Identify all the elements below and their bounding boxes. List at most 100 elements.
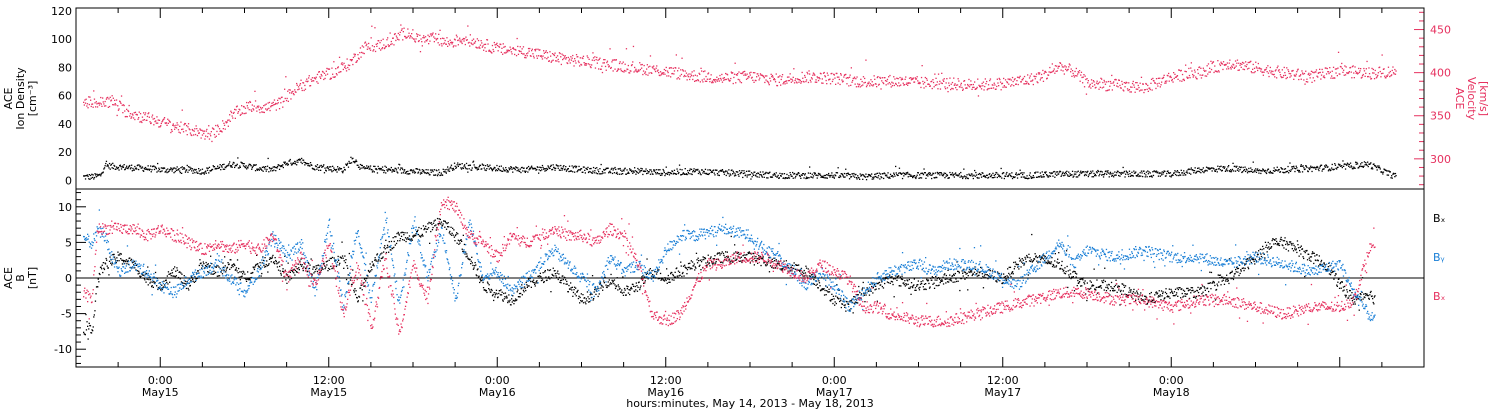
velocity-point <box>366 48 368 50</box>
velocity-point <box>1121 83 1124 85</box>
velocity-point <box>496 44 499 47</box>
bx-point <box>180 281 183 283</box>
velocity-point <box>226 121 228 123</box>
density-point <box>779 172 781 175</box>
density-point <box>1363 165 1365 167</box>
bx-point <box>325 266 327 268</box>
velocity-point <box>120 102 122 104</box>
velocity-point <box>175 124 177 126</box>
velocity-point <box>572 54 574 57</box>
density-point <box>394 167 396 169</box>
velocity-point <box>826 83 828 85</box>
density-point <box>1060 175 1062 177</box>
velocity-point <box>532 53 534 55</box>
bx-point <box>341 241 343 243</box>
density-point <box>831 176 834 178</box>
bx-point <box>447 222 449 224</box>
velocity-point <box>1015 83 1017 85</box>
velocity-point <box>862 84 864 86</box>
velocity-point <box>108 105 111 108</box>
bx-point <box>180 272 182 274</box>
velocity-point <box>372 50 374 52</box>
density-point <box>720 170 722 172</box>
velocity-point <box>697 80 700 82</box>
velocity-point <box>433 36 435 38</box>
density-point <box>488 168 490 170</box>
velocity-point <box>1379 70 1381 73</box>
bx-point <box>125 259 127 261</box>
velocity-point <box>1363 67 1365 70</box>
density-point <box>515 166 517 168</box>
density-point <box>299 159 302 161</box>
velocity-point <box>1167 75 1169 77</box>
velocity-point <box>858 84 860 86</box>
velocity-point <box>692 75 695 77</box>
bx-point <box>87 338 89 340</box>
density-point <box>1296 167 1298 169</box>
density-point <box>955 172 957 174</box>
density-point <box>1085 171 1087 173</box>
density-point <box>1011 177 1014 180</box>
velocity-point <box>532 55 535 57</box>
density-point <box>1001 173 1004 175</box>
density-point <box>519 170 521 173</box>
density-point <box>157 162 159 165</box>
density-point <box>1176 170 1179 172</box>
density-point <box>934 172 937 174</box>
density-point <box>100 173 102 175</box>
velocity-point <box>876 76 878 79</box>
density-point <box>940 172 942 174</box>
velocity-point <box>939 80 941 82</box>
velocity-point <box>509 46 511 48</box>
velocity-point <box>696 75 698 77</box>
density-point <box>252 165 254 168</box>
velocity-point <box>359 47 362 49</box>
density-point <box>1272 172 1274 174</box>
velocity-point <box>845 77 847 79</box>
velocity-point <box>1061 64 1063 66</box>
density-point <box>659 169 661 171</box>
density-point <box>189 168 192 170</box>
velocity-point <box>1239 64 1241 66</box>
density-point <box>781 173 783 175</box>
velocity-point <box>1236 59 1239 61</box>
velocity-point <box>765 79 767 81</box>
velocity-point <box>925 77 928 80</box>
density-point <box>946 174 949 177</box>
velocity-point <box>558 52 561 54</box>
velocity-point <box>1102 86 1105 88</box>
density-point <box>333 167 335 169</box>
density-point <box>1289 170 1292 172</box>
velocity-point <box>955 87 957 89</box>
velocity-point <box>1024 83 1026 85</box>
velocity-point <box>371 25 373 27</box>
velocity-point <box>752 79 754 81</box>
density-point <box>894 175 896 177</box>
velocity-point <box>1253 72 1255 74</box>
velocity-point <box>337 66 339 68</box>
density-point <box>616 171 618 174</box>
density-point <box>161 170 163 172</box>
velocity-point <box>375 43 377 45</box>
velocity-point <box>1276 77 1278 79</box>
density-point <box>1240 166 1242 168</box>
bx-point <box>456 232 458 234</box>
density-point <box>1132 175 1134 177</box>
velocity-point <box>620 70 622 72</box>
density-point <box>1238 166 1240 168</box>
velocity-point <box>776 85 779 87</box>
density-point <box>1387 170 1389 172</box>
density-point <box>540 167 542 169</box>
density-point <box>495 169 497 171</box>
density-point <box>1310 166 1313 169</box>
velocity-point <box>325 74 327 76</box>
density-point <box>684 168 686 170</box>
velocity-point <box>1090 87 1092 89</box>
velocity-point <box>897 78 899 80</box>
velocity-point <box>1329 67 1331 69</box>
bx-point <box>496 293 498 295</box>
density-point <box>390 166 392 169</box>
velocity-point <box>1233 64 1235 66</box>
density-point <box>1208 167 1210 169</box>
density-point <box>413 170 415 173</box>
